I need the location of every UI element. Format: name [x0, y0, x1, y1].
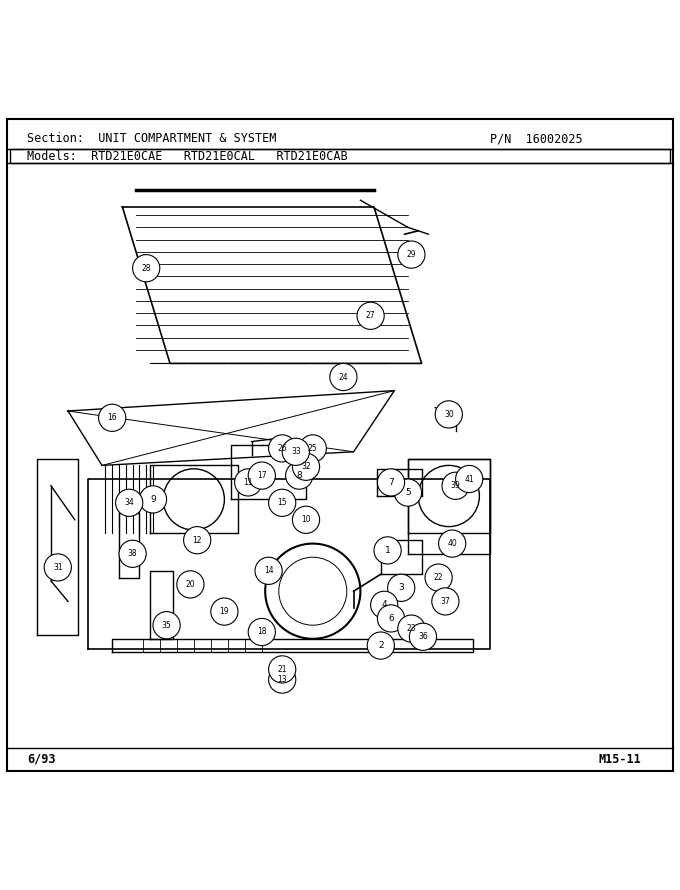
Circle shape	[177, 570, 204, 598]
Circle shape	[377, 605, 405, 632]
Circle shape	[442, 473, 469, 499]
Text: 14: 14	[264, 566, 273, 575]
Text: 2: 2	[378, 641, 384, 650]
Text: P/N  16002025: P/N 16002025	[490, 133, 582, 145]
Circle shape	[456, 465, 483, 492]
Text: 17: 17	[257, 471, 267, 480]
Text: 24: 24	[339, 373, 348, 382]
Circle shape	[286, 462, 313, 490]
Circle shape	[116, 490, 143, 516]
Circle shape	[374, 537, 401, 564]
FancyBboxPatch shape	[7, 118, 673, 772]
Circle shape	[367, 632, 394, 659]
Text: 30: 30	[444, 410, 454, 419]
Text: 8: 8	[296, 471, 302, 480]
Circle shape	[398, 241, 425, 268]
Text: Models:  RTD21E0CAE   RTD21E0CAL   RTD21E0CAB: Models: RTD21E0CAE RTD21E0CAL RTD21E0CAB	[27, 150, 348, 163]
Circle shape	[248, 619, 275, 645]
Text: 25: 25	[308, 444, 318, 453]
Text: 6: 6	[388, 614, 394, 623]
Text: 23: 23	[407, 624, 416, 633]
Circle shape	[371, 591, 398, 619]
Text: 13: 13	[277, 676, 287, 684]
Circle shape	[330, 363, 357, 391]
Text: 40: 40	[447, 539, 457, 548]
Circle shape	[398, 615, 425, 643]
Circle shape	[248, 462, 275, 490]
Text: 33: 33	[291, 448, 301, 457]
Circle shape	[425, 564, 452, 591]
Text: 10: 10	[301, 515, 311, 524]
Text: 41: 41	[464, 474, 474, 483]
Circle shape	[211, 598, 238, 625]
Circle shape	[282, 438, 309, 465]
Circle shape	[235, 469, 262, 496]
Text: 15: 15	[277, 498, 287, 507]
Circle shape	[99, 404, 126, 432]
Text: 1: 1	[385, 546, 390, 554]
Text: 3: 3	[398, 583, 404, 593]
Circle shape	[153, 611, 180, 639]
Text: 31: 31	[53, 562, 63, 572]
FancyBboxPatch shape	[10, 150, 670, 163]
Text: 16: 16	[107, 413, 117, 422]
Text: 37: 37	[441, 597, 450, 606]
Circle shape	[292, 506, 320, 533]
Circle shape	[435, 400, 462, 428]
Text: 7: 7	[388, 478, 394, 487]
Circle shape	[409, 623, 437, 651]
Circle shape	[119, 540, 146, 568]
Text: 34: 34	[124, 498, 134, 507]
Text: 11: 11	[243, 478, 253, 487]
Text: 29: 29	[407, 250, 416, 259]
Circle shape	[439, 530, 466, 557]
Text: 9: 9	[150, 495, 156, 504]
Text: Section:  UNIT COMPARTMENT & SYSTEM: Section: UNIT COMPARTMENT & SYSTEM	[27, 133, 277, 145]
Circle shape	[292, 453, 320, 481]
Text: 6/93: 6/93	[27, 753, 56, 765]
Text: 5: 5	[405, 488, 411, 498]
Text: 38: 38	[128, 549, 137, 558]
Text: 18: 18	[257, 627, 267, 636]
Circle shape	[299, 435, 326, 462]
Circle shape	[269, 435, 296, 462]
Circle shape	[269, 656, 296, 683]
Text: 39: 39	[451, 481, 460, 490]
Circle shape	[269, 666, 296, 693]
Text: 27: 27	[366, 312, 375, 320]
Text: 4: 4	[381, 600, 387, 610]
Circle shape	[44, 554, 71, 581]
Text: 36: 36	[418, 632, 428, 642]
Text: 26: 26	[277, 444, 287, 453]
Circle shape	[432, 587, 459, 615]
Text: 12: 12	[192, 536, 202, 545]
Circle shape	[139, 486, 167, 513]
Circle shape	[388, 574, 415, 602]
Circle shape	[394, 479, 422, 506]
Circle shape	[255, 557, 282, 585]
Circle shape	[377, 469, 405, 496]
Circle shape	[269, 490, 296, 516]
Text: M15-11: M15-11	[598, 753, 641, 765]
Text: 19: 19	[220, 607, 229, 616]
Circle shape	[357, 303, 384, 329]
Text: 32: 32	[301, 462, 311, 472]
Text: 22: 22	[434, 573, 443, 582]
Text: 21: 21	[277, 665, 287, 674]
Text: 35: 35	[162, 620, 171, 630]
Text: 28: 28	[141, 263, 151, 272]
Circle shape	[133, 255, 160, 282]
Circle shape	[184, 527, 211, 554]
Text: 20: 20	[186, 580, 195, 589]
